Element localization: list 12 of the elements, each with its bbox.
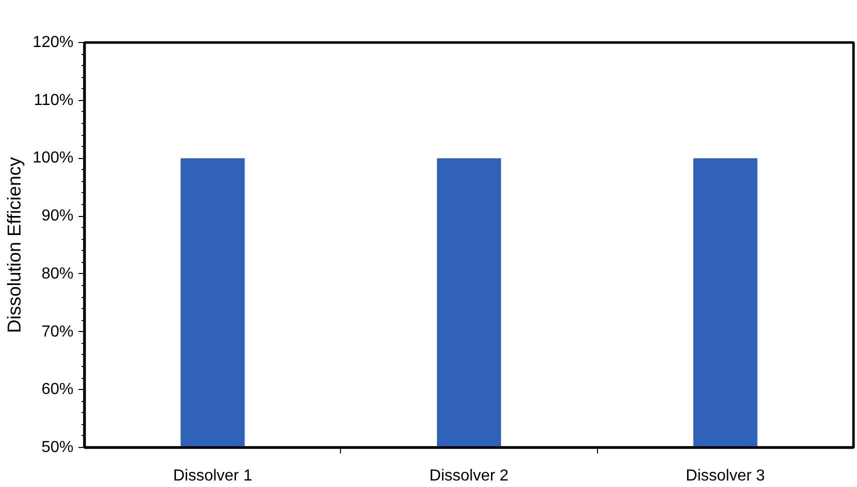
x-tick-label: Dissolver 3 [686,468,765,484]
y-tick-label: 70% [41,323,74,340]
y-tick-label: 80% [41,265,74,282]
x-tick-label: Dissolver 1 [173,468,252,484]
y-tick-label: 120% [32,34,74,51]
x-tick-label: Dissolver 2 [429,468,509,484]
y-tick-label: 110% [34,92,74,109]
y-axis-title: Dissolution Efficiency [4,156,25,333]
y-tick-label: 60% [41,381,74,398]
y-tick-label: 100% [32,150,74,167]
y-tick-label: 90% [41,208,74,225]
y-tick-label: 50% [41,439,74,456]
